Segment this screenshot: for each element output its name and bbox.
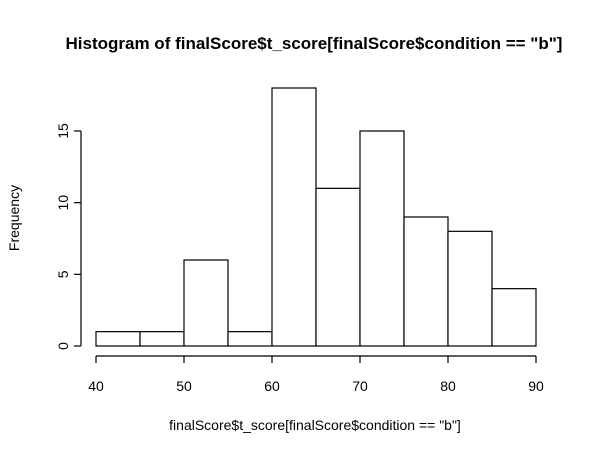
histogram-bar-60-65 bbox=[271, 87, 317, 347]
y-tick-label-5: 5 bbox=[55, 270, 71, 278]
histogram-bar-40-45 bbox=[95, 331, 141, 347]
histogram-bar-65-70 bbox=[315, 187, 361, 347]
histogram-bar-55-60 bbox=[227, 331, 273, 347]
histogram-bar-85-90 bbox=[491, 288, 537, 347]
x-tick-label-80: 80 bbox=[440, 378, 456, 394]
x-axis-label: finalScore$t_score[finalScore$condition … bbox=[169, 417, 461, 433]
histogram-bars bbox=[95, 87, 537, 347]
histogram-bar-45-50 bbox=[139, 331, 185, 347]
x-axis: 40 50 60 70 80 90 bbox=[88, 355, 544, 394]
y-tick-label-10: 10 bbox=[55, 195, 71, 211]
x-tick-label-60: 60 bbox=[264, 378, 280, 394]
x-tick-label-70: 70 bbox=[352, 378, 368, 394]
histogram-bar-80-85 bbox=[447, 230, 493, 347]
histogram-bar-50-55 bbox=[183, 259, 229, 347]
histogram-bar-70-75 bbox=[359, 130, 405, 347]
x-tick-label-90: 90 bbox=[528, 378, 544, 394]
y-tick-label-0: 0 bbox=[55, 342, 71, 350]
chart-title: Histogram of finalScore$t_score[finalSco… bbox=[66, 34, 563, 53]
x-tick-label-50: 50 bbox=[176, 378, 192, 394]
y-axis: 0 5 10 15 bbox=[55, 123, 82, 350]
histogram-bar-75-80 bbox=[403, 216, 449, 347]
y-tick-label-15: 15 bbox=[55, 123, 71, 139]
y-axis-label: Frequency bbox=[6, 185, 22, 251]
x-tick-label-40: 40 bbox=[88, 378, 104, 394]
